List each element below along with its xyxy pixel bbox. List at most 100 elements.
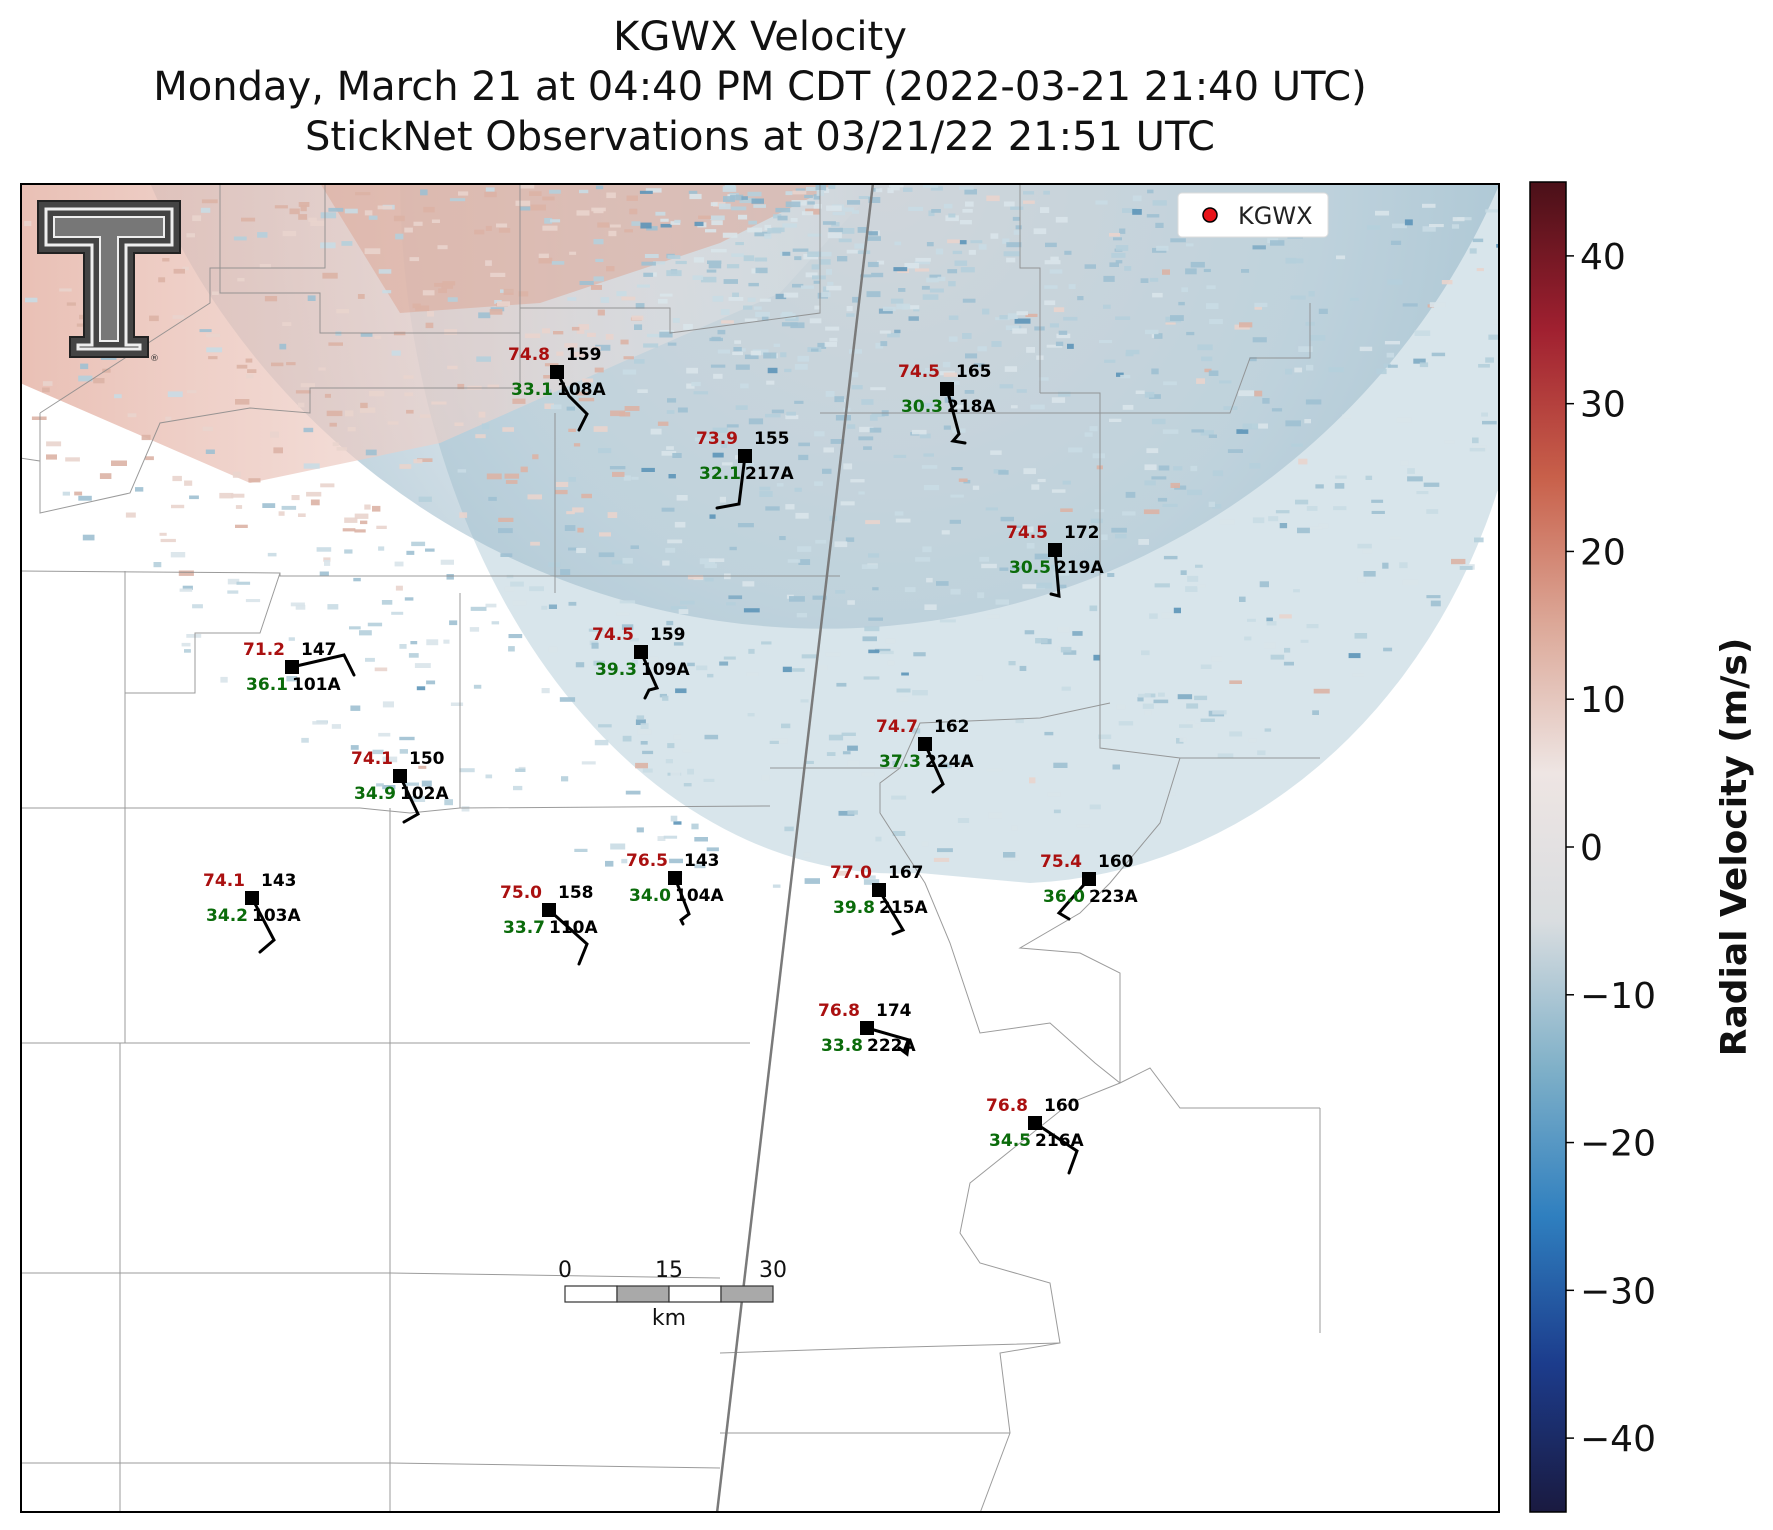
scale-label-30: 30 — [759, 1258, 787, 1283]
temperature-label: 74.5 — [898, 362, 940, 382]
dewpoint-label: 33.8 — [821, 1036, 863, 1056]
station-marker — [860, 1021, 874, 1035]
temperature-label: 74.5 — [1006, 523, 1048, 543]
dewpoint-label: 33.1 — [511, 380, 553, 400]
station-marker — [634, 645, 648, 659]
legend-marker — [1203, 208, 1217, 222]
temperature-label: 74.5 — [592, 625, 634, 645]
dewpoint-label: 33.7 — [503, 918, 545, 938]
temperature-label: 74.7 — [876, 717, 918, 737]
station-marker — [542, 903, 556, 917]
pressure-label: 162 — [934, 717, 970, 737]
colorbar-tick-label: 0 — [1580, 828, 1603, 869]
temperature-label: 77.0 — [830, 863, 872, 883]
station-id-label: 222A — [867, 1036, 916, 1056]
colorbar-tick-label: −20 — [1580, 1124, 1656, 1165]
station-id-label: 104A — [675, 886, 724, 906]
title-line-1: KGWX Velocity — [20, 14, 1500, 60]
colorbar-tick-label: 10 — [1580, 680, 1626, 721]
dewpoint-label: 34.2 — [206, 906, 248, 926]
station-id-label: 109A — [641, 660, 690, 680]
station-id-label: 219A — [1055, 558, 1104, 578]
pressure-label: 147 — [301, 640, 337, 660]
station-marker — [1028, 1116, 1042, 1130]
temperature-label: 75.0 — [500, 883, 542, 903]
radar-echoes — [20, 183, 1500, 888]
dewpoint-label: 34.9 — [354, 784, 396, 804]
pressure-label: 159 — [566, 345, 602, 365]
station-id-label: 224A — [925, 752, 974, 772]
station-id-label: 101A — [292, 675, 341, 695]
pressure-label: 159 — [650, 625, 686, 645]
station-marker — [668, 871, 682, 885]
colorbar-gradient — [1530, 182, 1566, 1512]
scale-unit: km — [652, 1306, 686, 1331]
dewpoint-label: 36.1 — [246, 675, 288, 695]
colorbar-tick-label: −40 — [1580, 1419, 1656, 1460]
scale-label-0: 0 — [558, 1258, 572, 1283]
pressure-label: 158 — [558, 883, 594, 903]
station-id-label: 108A — [557, 380, 606, 400]
station-id-label: 103A — [252, 906, 301, 926]
colorbar-tick-label: −10 — [1580, 976, 1656, 1017]
pressure-label: 155 — [754, 429, 790, 449]
scale-label-15: 15 — [655, 1258, 683, 1283]
dewpoint-label: 37.3 — [879, 752, 921, 772]
station-marker — [1048, 543, 1062, 557]
station-marker — [738, 449, 752, 463]
colorbar-tick-label: 30 — [1580, 385, 1626, 426]
pressure-label: 160 — [1098, 852, 1134, 872]
station-marker — [1082, 872, 1096, 886]
pressure-label: 165 — [956, 362, 992, 382]
temperature-label: 76.8 — [818, 1001, 860, 1021]
colorbar-tick-label: −30 — [1580, 1271, 1656, 1312]
station-marker — [918, 737, 932, 751]
station-marker — [393, 769, 407, 783]
colorbar-label: Radial Velocity (m/s) — [1714, 638, 1755, 1057]
svg-text:®: ® — [150, 354, 159, 364]
station-marker — [245, 891, 259, 905]
dewpoint-label: 30.3 — [901, 397, 943, 417]
pressure-label: 143 — [261, 871, 297, 891]
station-id-label: 110A — [549, 918, 598, 938]
station-id-label: 102A — [400, 784, 449, 804]
temperature-label: 71.2 — [243, 640, 285, 660]
legend: KGWX — [1178, 193, 1328, 237]
temperature-label: 76.5 — [626, 851, 668, 871]
temperature-label: 75.4 — [1040, 852, 1082, 872]
dewpoint-label: 32.1 — [699, 464, 741, 484]
dewpoint-label: 30.5 — [1009, 558, 1051, 578]
pressure-label: 167 — [888, 863, 924, 883]
pressure-label: 143 — [684, 851, 720, 871]
pressure-label: 172 — [1064, 523, 1100, 543]
colorbar-tick-label: 20 — [1580, 532, 1626, 573]
colorbar: 40 30 20 10 0 −10 −20 −30 −40 Radial Velocity (m… — [1520, 180, 1770, 1530]
temperature-label: 73.9 — [696, 429, 738, 449]
station-marker — [550, 365, 564, 379]
temperature-label: 74.1 — [351, 749, 393, 769]
temperature-label: 76.8 — [986, 1096, 1028, 1116]
dewpoint-label: 34.0 — [629, 886, 671, 906]
pressure-label: 160 — [1044, 1096, 1080, 1116]
station-marker — [872, 883, 886, 897]
dewpoint-label: 34.5 — [989, 1131, 1031, 1151]
colorbar-tick-label: 40 — [1580, 237, 1626, 278]
pressure-label: 150 — [409, 749, 445, 769]
scale-bar: 0 15 30 km — [558, 1258, 787, 1331]
temperature-label: 74.8 — [508, 345, 550, 365]
dewpoint-label: 36.0 — [1043, 887, 1085, 907]
title-line-2: Monday, March 21 at 04:40 PM CDT (2022-0… — [20, 64, 1500, 110]
station-marker — [285, 660, 299, 674]
station-marker — [940, 382, 954, 396]
station-id-label: 218A — [947, 397, 996, 417]
station-id-label: 217A — [745, 464, 794, 484]
station-id-label: 223A — [1089, 887, 1138, 907]
